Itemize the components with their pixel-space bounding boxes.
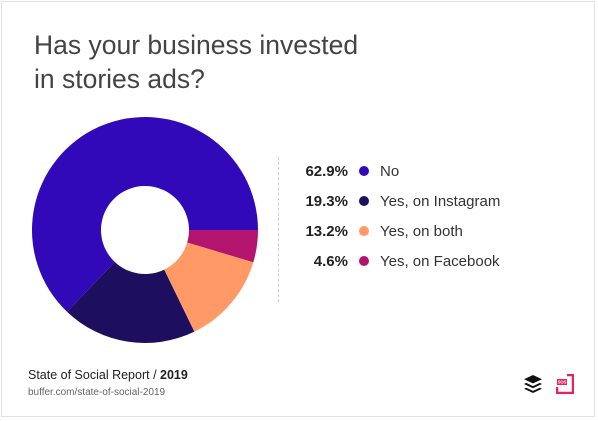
legend-value: 4.6% <box>313 252 348 270</box>
legend-label: No <box>380 162 400 180</box>
buffer-logo-icon <box>524 375 542 393</box>
legend-value: 19.3% <box>305 192 348 210</box>
legend-label: Yes, on both <box>380 222 463 240</box>
chart-legend: 62.9% No 19.3% Yes, on Instagram 13.2% Y… <box>292 156 552 276</box>
legend-item-both: 13.2% Yes, on both <box>292 216 552 246</box>
sos-logo-text: SOS <box>558 380 567 385</box>
donut-slice-instagram <box>67 261 195 343</box>
source-prefix: State of Social Report / <box>28 368 161 382</box>
legend-value: 62.9% <box>305 162 348 180</box>
donut-chart <box>32 117 258 343</box>
state-of-social-logo-icon: SOS <box>556 374 574 394</box>
legend-label: Yes, on Instagram <box>380 192 501 210</box>
legend-swatch <box>359 166 369 176</box>
donut-slice-no <box>32 117 258 312</box>
legend-swatch <box>359 256 369 266</box>
title-line-1: Has your business invested <box>34 30 359 60</box>
legend-label: Yes, on Facebook <box>380 252 500 270</box>
legend-swatch <box>359 226 369 236</box>
source-url: buffer.com/state-of-social-2019 <box>28 387 166 398</box>
source-year: 2019 <box>160 368 188 382</box>
legend-item-instagram: 19.3% Yes, on Instagram <box>292 186 552 216</box>
donut-slice-facebook <box>187 230 258 263</box>
donut-slice-both <box>164 242 254 332</box>
chart-title: Has your business invested in stories ad… <box>34 28 454 96</box>
legend-item-no: 62.9% No <box>292 156 552 186</box>
title-line-2: in stories ads? <box>34 64 205 94</box>
legend-value: 13.2% <box>305 222 348 240</box>
source-credit: State of Social Report / 2019 <box>28 368 188 382</box>
legend-item-facebook: 4.6% Yes, on Facebook <box>292 246 552 276</box>
legend-divider <box>278 157 279 302</box>
legend-swatch <box>359 196 369 206</box>
